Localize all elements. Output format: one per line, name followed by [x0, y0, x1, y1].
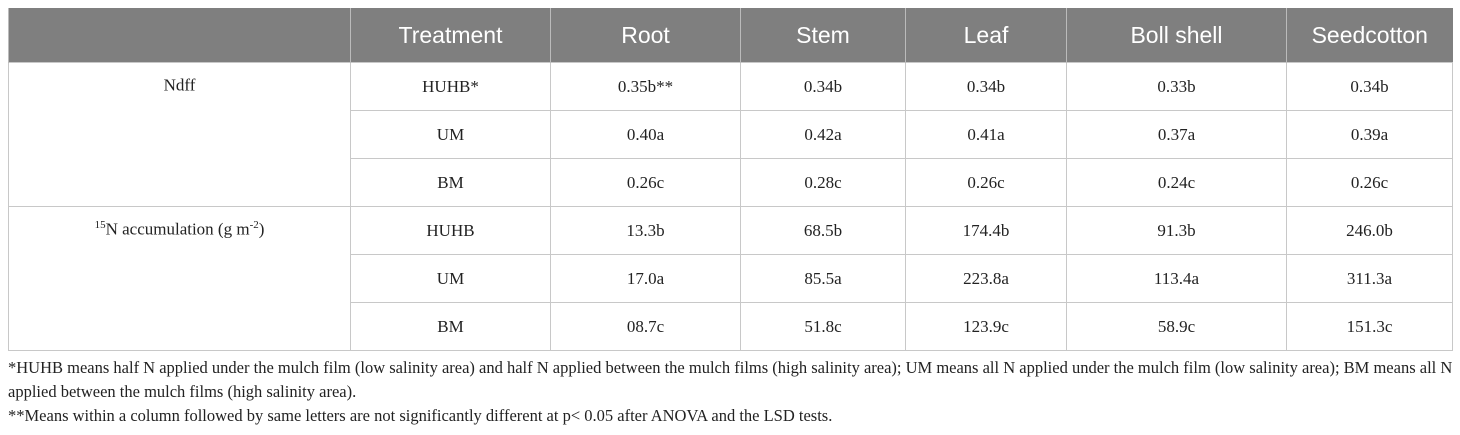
cell: HUHB: [350, 206, 551, 255]
table-row: UM 17.0a 85.5a 223.8a 113.4a 311.3a: [9, 254, 1453, 303]
cell: 0.37a: [1066, 110, 1287, 159]
group-label: 15N accumulation (g m-2): [8, 206, 351, 351]
header-cell: [8, 8, 351, 63]
cell: 51.8c: [740, 302, 906, 351]
cell: 0.26c: [905, 158, 1067, 207]
cell: 223.8a: [905, 254, 1067, 303]
cell: 113.4a: [1066, 254, 1287, 303]
data-table: Treatment Root Stem Leaf Boll shell Seedcotto…: [8, 8, 1453, 351]
header-cell: Stem: [740, 8, 906, 63]
header-cell: Treatment: [350, 8, 551, 63]
cell: 0.26c: [550, 158, 741, 207]
label-text: N accumulation (g m: [105, 219, 250, 239]
cell: 0.41a: [905, 110, 1067, 159]
cell: 13.3b: [550, 206, 741, 255]
cell: 17.0a: [550, 254, 741, 303]
superscript: -2: [249, 219, 259, 231]
cell: BM: [350, 302, 551, 351]
label-text: ): [258, 219, 265, 239]
cell: 85.5a: [740, 254, 906, 303]
header-row: Treatment Root Stem Leaf Boll shell Seedcotto…: [8, 8, 1453, 63]
cell: UM: [350, 110, 551, 159]
table-wrap: Treatment Root Stem Leaf Boll shell Seedcotto…: [8, 8, 1453, 351]
cell: 246.0b: [1286, 206, 1453, 255]
cell: 0.24c: [1066, 158, 1287, 207]
header-cell: Root: [550, 8, 741, 63]
cell: 0.34b: [740, 62, 906, 111]
cell: 0.33b: [1066, 62, 1287, 111]
cell: 151.3c: [1286, 302, 1453, 351]
header-cell: Leaf: [905, 8, 1067, 63]
cell: UM: [350, 254, 551, 303]
table-body: Ndff HUHB* 0.35b** 0.34b 0.34b 0.33b 0.34b UM 0.…: [8, 62, 1453, 351]
cell: 0.42a: [740, 110, 906, 159]
cell: 0.28c: [740, 158, 906, 207]
label-text: Ndff: [163, 75, 196, 95]
cell: HUHB*: [350, 62, 551, 111]
cell: 91.3b: [1066, 206, 1287, 255]
cell: 0.34b: [905, 62, 1067, 111]
cell: 0.26c: [1286, 158, 1453, 207]
group-label: Ndff: [8, 62, 351, 207]
cell: 174.4b: [905, 206, 1067, 255]
cell: 311.3a: [1286, 254, 1453, 303]
cell: 123.9c: [905, 302, 1067, 351]
table-row: 15N accumulation (g m-2) HUHB 13.3b 68.5b 17…: [8, 206, 1453, 351]
table-row: Ndff HUHB* 0.35b** 0.34b 0.34b 0.33b 0.34b: [8, 62, 1453, 207]
cell: 0.40a: [550, 110, 741, 159]
cell: 0.35b**: [550, 62, 741, 111]
header-cell: Boll shell: [1066, 8, 1287, 63]
table-row: BM 08.7c 51.8c 123.9c 58.9c 151.3c: [9, 302, 1453, 351]
table-row: UM 0.40a 0.42a 0.41a 0.37a 0.39a: [9, 110, 1453, 159]
superscript: 15: [94, 219, 106, 231]
header-cell: Seedcotton: [1286, 8, 1453, 63]
cell: BM: [350, 158, 551, 207]
cell: 58.9c: [1066, 302, 1287, 351]
footnote: *HUHB means half N applied under the mul…: [8, 358, 1453, 401]
cell: 0.34b: [1286, 62, 1453, 111]
table-row: BM 0.26c 0.28c 0.26c 0.24c 0.26c: [9, 158, 1453, 207]
footnote: **Means within a column followed by same…: [8, 406, 833, 425]
cell: 0.39a: [1286, 110, 1453, 159]
cell: 08.7c: [550, 302, 741, 351]
footnotes: *HUHB means half N applied under the mul…: [8, 356, 1458, 428]
cell: 68.5b: [740, 206, 906, 255]
